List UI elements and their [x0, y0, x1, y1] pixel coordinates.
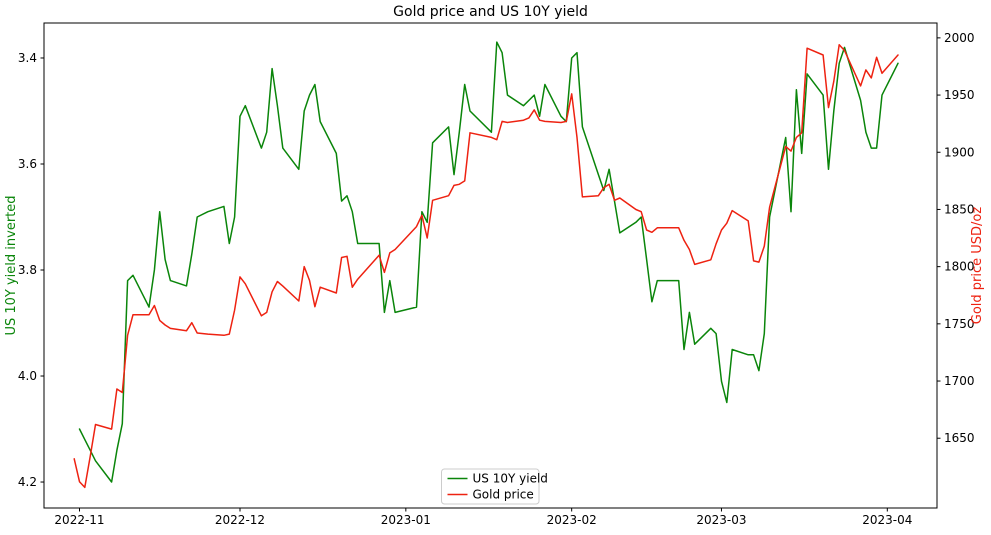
right-tick-label: 1850 — [944, 202, 975, 216]
right-tick-label: 1900 — [944, 145, 975, 159]
legend-entry-label: US 10Y yield — [473, 472, 548, 486]
right-tick-label: 1800 — [944, 260, 975, 274]
left-tick-label: 3.8 — [18, 263, 37, 277]
plot-border — [43, 22, 938, 509]
series-line-us-10y-yield — [78, 41, 899, 483]
x-tick-label: 2022-11 — [54, 513, 104, 527]
x-tick-label: 2023-01 — [381, 513, 431, 527]
right-tick-label: 1950 — [944, 88, 975, 102]
x-tick-label: 2023-02 — [547, 513, 597, 527]
left-tick-label: 4.0 — [18, 369, 37, 383]
right-tick-label: 1650 — [944, 431, 975, 445]
x-tick-label: 2023-03 — [696, 513, 746, 527]
left-tick-label: 3.6 — [18, 157, 37, 171]
left-tick-label: 4.2 — [18, 475, 37, 489]
x-tick-label: 2023-04 — [862, 513, 912, 527]
right-tick-label: 2000 — [944, 31, 975, 45]
right-tick-label: 1750 — [944, 317, 975, 331]
right-axis-label: Gold price USD/oz — [970, 207, 985, 325]
x-tick-label: 2022-12 — [215, 513, 265, 527]
right-tick-label: 1700 — [944, 374, 975, 388]
series-line-gold-price — [73, 43, 899, 489]
legend-entry-label: Gold price — [473, 488, 534, 502]
left-tick-label: 3.4 — [18, 51, 37, 65]
chart-title: Gold price and US 10Y yield — [393, 4, 588, 20]
left-axis-label: US 10Y yield inverted — [4, 195, 19, 335]
